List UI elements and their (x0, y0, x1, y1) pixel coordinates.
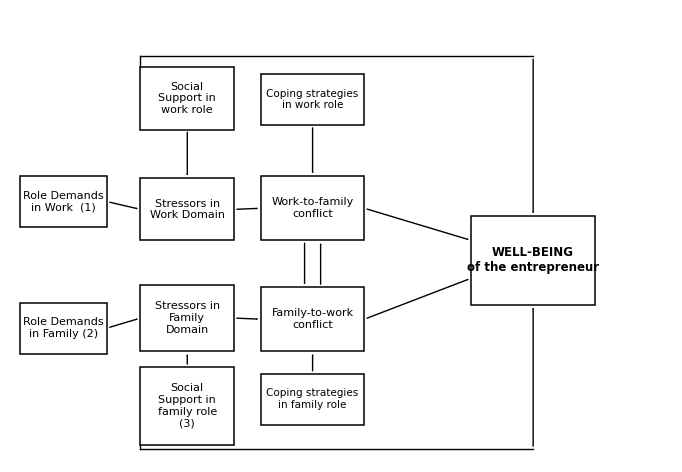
Bar (261, 287, 364, 351)
Bar (140, 67, 234, 129)
Text: Social
Support in
work role: Social Support in work role (158, 82, 216, 115)
Bar (20, 176, 107, 227)
Bar (140, 178, 234, 240)
Text: Family-to-work
conflict: Family-to-work conflict (271, 308, 354, 330)
Bar (140, 367, 234, 445)
Text: Role Demands
in Work  (1): Role Demands in Work (1) (23, 191, 104, 212)
Text: WELL-BEING
of the entrepreneur: WELL-BEING of the entrepreneur (467, 246, 599, 274)
Text: Coping strategies
in family role: Coping strategies in family role (267, 388, 359, 410)
Bar (261, 373, 364, 425)
Text: Coping strategies
in work role: Coping strategies in work role (267, 89, 359, 110)
Text: Work-to-family
conflict: Work-to-family conflict (271, 197, 354, 219)
Bar (140, 285, 234, 351)
Bar (261, 176, 364, 240)
Bar (261, 74, 364, 125)
Text: Stressors in
Work Domain: Stressors in Work Domain (150, 199, 225, 220)
Text: Social
Support in
family role
(3): Social Support in family role (3) (158, 383, 217, 428)
Text: Stressors in
Family
Domain: Stressors in Family Domain (155, 302, 220, 335)
Bar (20, 303, 107, 354)
Bar (471, 216, 595, 305)
Text: Role Demands
in Family (2): Role Demands in Family (2) (23, 317, 104, 339)
